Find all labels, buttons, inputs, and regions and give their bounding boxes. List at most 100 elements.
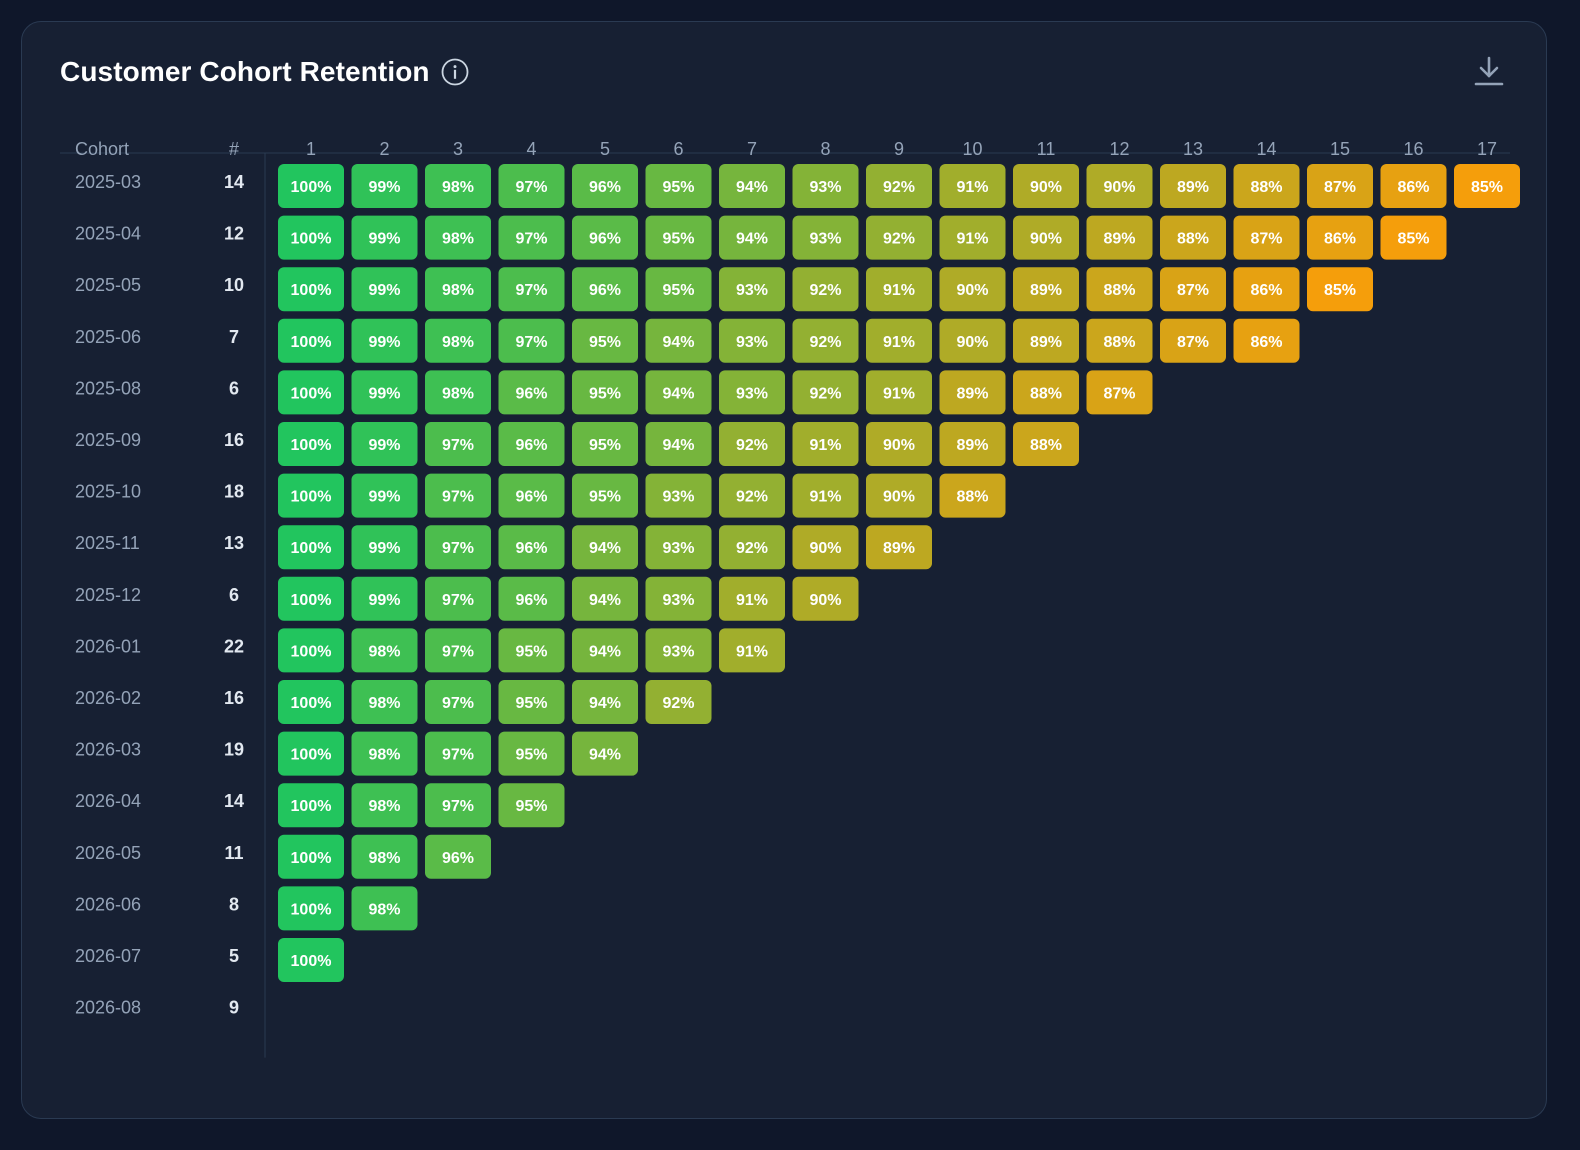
heatmap-cell-label: 90%: [1030, 231, 1062, 248]
heatmap-cell-label: 94%: [736, 231, 768, 248]
period-label-17: 17: [1477, 139, 1497, 159]
heatmap-cell: [792, 164, 859, 208]
heatmap-cell-label: 100%: [291, 334, 332, 351]
period-label-14: 14: [1256, 139, 1276, 159]
heatmap-cell: [1160, 164, 1226, 208]
heatmap-cell-label: 93%: [809, 179, 841, 196]
heatmap-cell-label: 85%: [1324, 282, 1356, 299]
cohort-label: 2025-12: [75, 585, 141, 605]
heatmap-cell-label: 100%: [291, 953, 332, 970]
heatmap-cell-label: 97%: [515, 282, 547, 299]
heatmap-cell: [278, 628, 344, 673]
heatmap-cell: [866, 370, 932, 415]
heatmap-cell-label: 100%: [291, 282, 332, 299]
heatmap-cell-label: 94%: [589, 695, 621, 712]
heatmap-cell: [1013, 215, 1079, 260]
heatmap-cell-label: 95%: [515, 798, 547, 815]
heatmap-cell: [792, 525, 859, 570]
heatmap-cell-label: 99%: [368, 489, 400, 506]
cohort-label: 2025-05: [75, 275, 141, 295]
heatmap-cell-label: 91%: [883, 282, 915, 299]
heatmap-cell-label: 89%: [956, 437, 988, 454]
heatmap-cell: [719, 318, 785, 363]
heatmap-cell-label: 100%: [291, 747, 332, 764]
heatmap-cell: [278, 164, 344, 208]
heatmap-cell: [719, 370, 785, 415]
cohort-label: 2025-10: [75, 482, 141, 502]
heatmap-cell: [645, 318, 712, 363]
info-icon[interactable]: [441, 58, 469, 86]
card-header: Customer Cohort Retention: [60, 56, 469, 88]
heatmap-cell-label: 98%: [442, 179, 474, 196]
period-label-10: 10: [962, 139, 982, 159]
heatmap-cell-label: 90%: [883, 437, 915, 454]
heatmap-cell-label: 88%: [1250, 179, 1282, 196]
heatmap-cell-label: 89%: [956, 385, 988, 402]
heatmap-cell: [425, 473, 491, 518]
heatmap-cell: [351, 164, 418, 208]
cohort-size: 13: [224, 533, 244, 553]
heatmap-cell: [425, 267, 491, 312]
period-label-3: 3: [453, 139, 463, 159]
heatmap-cell: [425, 525, 491, 570]
heatmap-cell: [939, 473, 1006, 518]
heatmap-cell-label: 87%: [1324, 179, 1356, 196]
heatmap-cell: [719, 267, 785, 312]
heatmap-cell-label: 94%: [736, 179, 768, 196]
heatmap-cell: [351, 422, 418, 466]
cohort-size: 9: [229, 998, 239, 1018]
cohort-label: 2026-06: [75, 894, 141, 914]
cohort-size: 12: [224, 224, 244, 244]
heatmap-cell: [425, 783, 491, 828]
heatmap-cell-label: 92%: [736, 437, 768, 454]
heatmap-cell-label: 96%: [589, 179, 621, 196]
heatmap-cell-label: 97%: [442, 798, 474, 815]
heatmap-cell-label: 95%: [589, 489, 621, 506]
heatmap-cell: [939, 318, 1006, 363]
heatmap-cell: [645, 628, 712, 673]
heatmap-cell-label: 100%: [291, 437, 332, 454]
heatmap-cell: [719, 525, 785, 570]
cohort-label: 2025-09: [75, 430, 141, 450]
heatmap-cell-label: 100%: [291, 643, 332, 660]
heatmap-cell-label: 97%: [442, 540, 474, 557]
heatmap-cell-label: 91%: [736, 592, 768, 609]
heatmap-cell: [645, 473, 712, 518]
heatmap-cell: [351, 886, 418, 931]
cohort-size: 7: [229, 327, 239, 347]
heatmap-cell: [425, 576, 491, 621]
cohort-label: 2026-01: [75, 636, 141, 656]
heatmap-cell: [645, 680, 712, 724]
heatmap-cell: [939, 164, 1006, 208]
heatmap-cell-label: 89%: [1030, 282, 1062, 299]
heatmap-cell-label: 98%: [368, 901, 400, 918]
heatmap-cell-label: 93%: [662, 592, 694, 609]
heatmap-cell-label: 91%: [956, 179, 988, 196]
heatmap-cell-label: 100%: [291, 901, 332, 918]
download-icon[interactable]: [1474, 55, 1504, 87]
heatmap-cell-label: 95%: [515, 695, 547, 712]
period-label-1: 1: [306, 139, 316, 159]
cohort-label: 2025-04: [75, 224, 141, 244]
cohort-size: 6: [229, 585, 239, 605]
heatmap-cell: [645, 267, 712, 312]
heatmap-cell: [1086, 267, 1153, 312]
heatmap-cell: [425, 680, 491, 724]
heatmap-cell-label: 90%: [809, 540, 841, 557]
heatmap-cell: [866, 318, 932, 363]
period-label-6: 6: [673, 139, 683, 159]
heatmap-cell: [719, 215, 785, 260]
heatmap-cell-label: 99%: [368, 592, 400, 609]
heatmap-cell: [572, 473, 638, 518]
heatmap-cell-label: 95%: [662, 179, 694, 196]
heatmap-cell-label: 90%: [1103, 179, 1135, 196]
heatmap-cell-label: 86%: [1250, 282, 1282, 299]
heatmap-cell: [939, 422, 1006, 466]
heatmap-cell: [939, 370, 1006, 415]
heatmap-cell-label: 91%: [956, 231, 988, 248]
heatmap-cell: [1307, 164, 1373, 208]
heatmap-cell-label: 90%: [1030, 179, 1062, 196]
heatmap-cell-label: 100%: [291, 592, 332, 609]
heatmap-cell: [278, 938, 344, 982]
period-label-5: 5: [600, 139, 610, 159]
